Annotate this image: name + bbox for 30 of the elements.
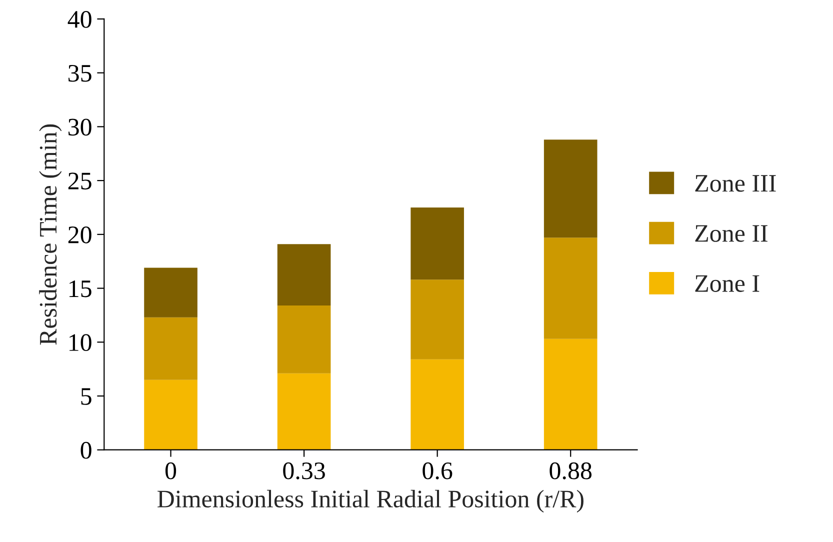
bar — [544, 338, 598, 450]
bar — [144, 317, 198, 380]
bar — [277, 244, 331, 306]
x-axis-title: Dimensionless Initial Radial Position (r/R) — [158, 490, 584, 513]
x-tick-label: 0.88 — [550, 462, 592, 480]
bar — [544, 140, 598, 238]
y-tick-label: 15 — [70, 280, 92, 298]
x-tick-label: 0.6 — [422, 462, 452, 480]
y-axis-title: Residence Time (min) — [39, 124, 62, 345]
bar — [410, 359, 464, 450]
legend-label: Zone II — [695, 225, 768, 242]
y-tick-label: 25 — [68, 172, 92, 190]
bar — [277, 373, 331, 450]
y-tick-label: 40 — [68, 11, 92, 28]
x-tick-label: 0.33 — [283, 462, 325, 480]
bar — [410, 207, 464, 280]
x-tick-label: 0 — [165, 462, 176, 480]
bar — [144, 268, 198, 318]
y-tick-label: 35 — [68, 64, 92, 82]
bar — [144, 380, 198, 450]
legend-label: Zone III — [695, 175, 776, 192]
y-tick-label: 0 — [80, 442, 92, 459]
bar — [277, 306, 331, 374]
y-tick-label: 5 — [81, 388, 92, 405]
bar — [410, 280, 464, 360]
y-tick-label: 30 — [68, 118, 92, 136]
bar — [544, 238, 598, 339]
legend-label: Zone I — [695, 275, 760, 292]
y-tick-label: 10 — [70, 334, 92, 352]
y-tick-label: 20 — [68, 226, 92, 244]
